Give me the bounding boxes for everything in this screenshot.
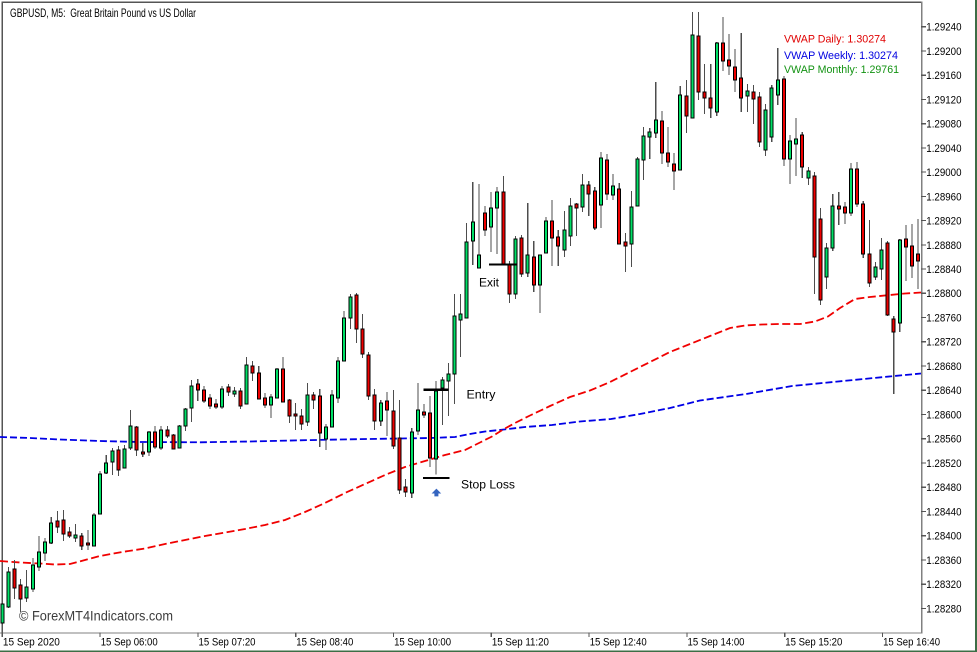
svg-text:15 Sep 10:00: 15 Sep 10:00 [394, 636, 451, 648]
svg-text:1.28640: 1.28640 [926, 385, 961, 397]
svg-text:1.28680: 1.28680 [926, 361, 961, 373]
svg-text:1.28480: 1.28480 [926, 482, 961, 494]
svg-text:1.28400: 1.28400 [926, 531, 961, 543]
svg-text:15 Sep 08:40: 15 Sep 08:40 [296, 636, 353, 648]
svg-text:1.29000: 1.29000 [926, 167, 961, 179]
svg-text:15 Sep 06:00: 15 Sep 06:00 [101, 636, 158, 648]
svg-text:1.28720: 1.28720 [926, 337, 961, 349]
svg-text:1.28360: 1.28360 [926, 555, 961, 567]
svg-text:15 Sep 12:40: 15 Sep 12:40 [590, 636, 647, 648]
svg-text:Entry: Entry [467, 387, 496, 401]
svg-text:© ForexMT4Indicators.com: © ForexMT4Indicators.com [19, 608, 173, 623]
svg-text:Stop Loss: Stop Loss [461, 478, 515, 492]
svg-text:1.28600: 1.28600 [926, 409, 961, 421]
svg-text:1.28840: 1.28840 [926, 264, 961, 276]
svg-text:1.28800: 1.28800 [926, 288, 961, 300]
svg-text:1.28760: 1.28760 [926, 313, 961, 325]
svg-text:15 Sep 11:20: 15 Sep 11:20 [492, 636, 549, 648]
svg-text:1.29240: 1.29240 [926, 22, 961, 34]
svg-text:1.28880: 1.28880 [926, 240, 961, 252]
svg-text:15 Sep 16:40: 15 Sep 16:40 [883, 636, 940, 648]
svg-text:1.28520: 1.28520 [926, 458, 961, 470]
svg-text:1.29160: 1.29160 [926, 70, 961, 82]
svg-text:1.28280: 1.28280 [926, 603, 961, 615]
svg-text:GBPUSD, M5: Great Britain Pou: GBPUSD, M5: Great Britain Pound vs US Do… [10, 6, 196, 20]
svg-text:1.29040: 1.29040 [926, 143, 961, 155]
svg-text:VWAP Daily: 1.30274: VWAP Daily: 1.30274 [784, 33, 886, 45]
svg-text:1.28960: 1.28960 [926, 191, 961, 203]
svg-text:15 Sep 14:00: 15 Sep 14:00 [688, 636, 745, 648]
svg-text:1.29200: 1.29200 [926, 46, 961, 58]
svg-text:15 Sep 15:20: 15 Sep 15:20 [785, 636, 842, 648]
svg-text:1.28920: 1.28920 [926, 216, 961, 228]
svg-text:1.29080: 1.29080 [926, 119, 961, 131]
svg-text:Exit: Exit [479, 276, 500, 290]
svg-text:1.28320: 1.28320 [926, 579, 961, 591]
svg-text:1.28560: 1.28560 [926, 434, 961, 446]
svg-text:VWAP Monthly: 1.29761: VWAP Monthly: 1.29761 [784, 64, 899, 76]
svg-text:VWAP Weekly: 1.30274: VWAP Weekly: 1.30274 [784, 50, 898, 62]
svg-text:1.29120: 1.29120 [926, 94, 961, 106]
svg-text:1.28440: 1.28440 [926, 506, 961, 518]
svg-text:15 Sep 07:20: 15 Sep 07:20 [199, 636, 256, 648]
svg-text:15 Sep 2020: 15 Sep 2020 [3, 636, 60, 648]
